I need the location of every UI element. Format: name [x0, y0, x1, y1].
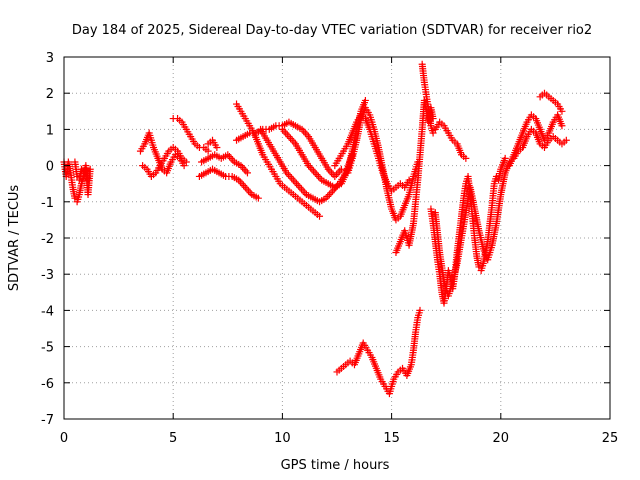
data-point — [243, 185, 251, 193]
data-point — [336, 167, 344, 175]
y-tick-label: 2 — [46, 87, 54, 102]
y-tick-label: -2 — [41, 232, 54, 247]
data-point — [293, 180, 301, 188]
data-point — [328, 169, 336, 177]
x-tick-label: 15 — [383, 431, 400, 446]
data-point — [314, 172, 322, 180]
y-tick-label: 0 — [46, 160, 54, 175]
y-tick-label: 3 — [46, 51, 54, 66]
data-point — [288, 174, 296, 182]
data-point — [285, 133, 293, 141]
data-point — [558, 107, 566, 115]
data-point — [311, 169, 319, 177]
x-tick-label: 25 — [602, 431, 619, 446]
data-point — [204, 147, 212, 155]
data-point — [241, 183, 249, 191]
data-point — [240, 182, 248, 190]
x-tick-label: 10 — [274, 431, 291, 446]
data-point — [501, 154, 509, 162]
axis-ticks: -7 -6 -5 -4 -3 -2 -1 0 1 2 3 0 5 10 15 20 25 — [41, 51, 618, 446]
y-tick-label: -1 — [41, 196, 54, 211]
data-point — [337, 165, 345, 173]
data-point — [213, 144, 221, 151]
data-point — [296, 183, 304, 191]
data-point — [242, 167, 250, 175]
y-tick-label: -3 — [41, 268, 54, 283]
x-tick-label: 20 — [493, 431, 510, 446]
data-point — [416, 306, 424, 314]
y-axis-title: SDTVAR / TECUs — [7, 185, 22, 292]
data-points — [60, 60, 570, 398]
data-point — [282, 129, 290, 137]
data-point — [283, 131, 291, 139]
data-point — [288, 136, 296, 144]
data-point — [280, 127, 288, 135]
data-point — [332, 171, 340, 179]
data-point — [429, 129, 437, 137]
data-point — [286, 172, 294, 180]
data-point — [86, 165, 94, 173]
data-point — [291, 178, 299, 186]
data-point — [562, 136, 570, 144]
data-point — [240, 165, 248, 173]
data-point — [558, 122, 566, 130]
x-tick-label: 5 — [169, 431, 177, 446]
data-point — [84, 176, 92, 184]
data-point — [331, 172, 339, 180]
data-point — [254, 194, 262, 202]
data-point — [238, 180, 246, 188]
data-point — [316, 212, 324, 220]
data-point — [301, 129, 309, 137]
data-point — [298, 185, 306, 193]
data-point — [245, 187, 253, 195]
data-point — [308, 165, 316, 173]
y-tick-label: -4 — [41, 304, 54, 319]
data-point — [462, 154, 470, 162]
data-point — [289, 176, 297, 184]
data-point — [313, 171, 321, 179]
y-tick-label: 1 — [46, 123, 54, 138]
data-point — [299, 187, 307, 195]
data-point — [310, 167, 318, 175]
grid — [64, 57, 610, 419]
data-point — [325, 191, 333, 199]
data-point — [327, 189, 335, 197]
data-point — [361, 96, 369, 104]
y-tick-label: -7 — [41, 413, 54, 428]
y-tick-label: -5 — [41, 341, 54, 356]
data-point — [287, 134, 295, 142]
data-point — [334, 169, 342, 177]
data-point — [225, 153, 233, 161]
data-point — [294, 182, 302, 190]
y-tick-label: -6 — [41, 377, 54, 392]
x-axis-title: GPS time / hours — [281, 458, 390, 473]
data-point — [243, 169, 251, 177]
chart-title: Day 184 of 2025, Sidereal Day-to-day VTE… — [72, 23, 592, 38]
x-tick-label: 0 — [60, 431, 68, 446]
data-point — [182, 158, 190, 166]
